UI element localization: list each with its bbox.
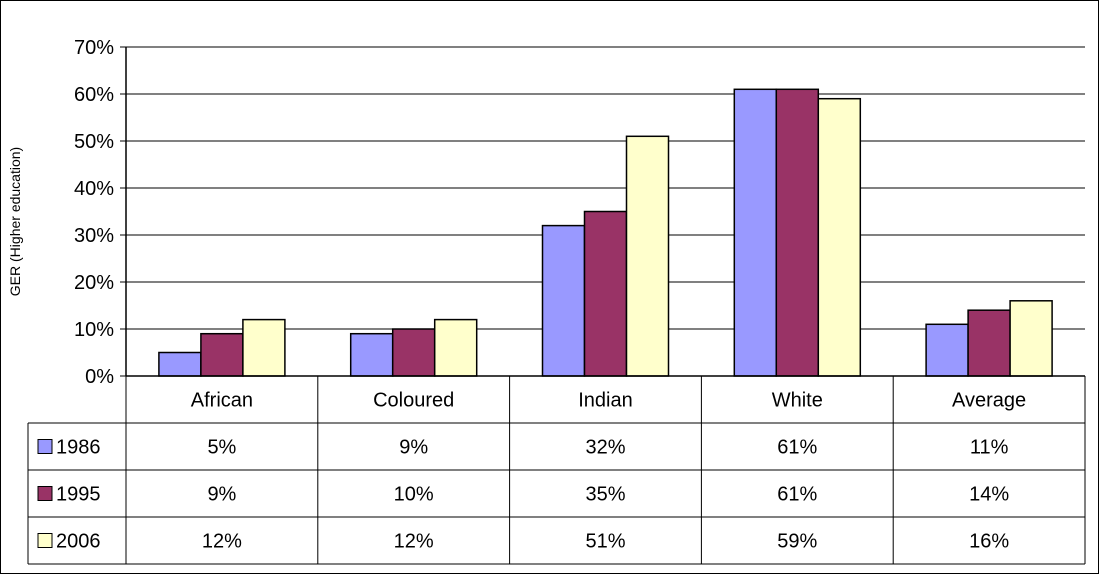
data-label: 12%	[394, 531, 434, 553]
bar-2006-average	[1009, 300, 1053, 377]
data-label: 16%	[969, 531, 1009, 553]
y-tick-label: 40%	[74, 178, 114, 200]
gridlines	[126, 46, 1085, 330]
bar-2006-coloured	[433, 318, 478, 377]
legend-swatch	[37, 486, 53, 501]
data-table: African Coloured Indian White Average 1986 5% 9…	[27, 376, 1086, 565]
x-tick-label: Average	[952, 390, 1026, 412]
data-label: 61%	[777, 484, 817, 506]
data-label: 9%	[207, 484, 236, 506]
legend-entry: 1986	[56, 437, 101, 459]
legend-swatch	[37, 439, 53, 454]
bar-1995-average	[967, 309, 1011, 377]
data-label: 61%	[777, 437, 817, 459]
data-label: 12%	[202, 531, 242, 553]
bar-2006-african	[242, 318, 286, 377]
x-tick-label: Coloured	[373, 390, 454, 412]
y-tick-label: 10%	[74, 319, 114, 341]
y-tick-label: 60%	[74, 84, 114, 106]
axes	[125, 47, 1085, 377]
bar-1986-african	[158, 351, 202, 377]
data-label: 10%	[394, 484, 434, 506]
data-label: 9%	[399, 437, 428, 459]
bar-1995-indian	[583, 210, 628, 377]
y-tick-label: 0%	[85, 366, 114, 388]
bar-1986-average	[925, 323, 969, 377]
legend-entry: 1995	[56, 484, 101, 506]
x-tick-label: Indian	[578, 390, 633, 412]
y-tick-label: 70%	[74, 37, 114, 59]
legend-swatch	[37, 533, 53, 548]
y-axis-label: GER (Higher education)	[7, 147, 23, 296]
bar-1995-white	[775, 88, 820, 377]
bar-2006-white	[817, 97, 862, 377]
data-label: 51%	[585, 531, 625, 553]
data-label: 11%	[970, 437, 1009, 459]
y-tick-label: 50%	[74, 131, 114, 153]
data-label: 5%	[207, 437, 236, 459]
data-label: 14%	[969, 484, 1009, 506]
y-axis-ticks: 0% 10% 20% 30% 40% 50% 60% 70%	[74, 37, 126, 388]
bars	[158, 88, 1053, 377]
y-tick-label: 20%	[74, 272, 114, 294]
bar-1986-white	[733, 88, 778, 377]
y-tick-label: 30%	[74, 225, 114, 247]
data-label: 59%	[777, 531, 817, 553]
x-tick-label: African	[191, 390, 253, 412]
bar-1986-indian	[541, 224, 586, 377]
bar-2006-indian	[625, 135, 670, 377]
bar-1995-coloured	[391, 328, 436, 377]
data-label: 35%	[585, 484, 625, 506]
data-label: 32%	[585, 437, 625, 459]
legend-entry: 2006	[56, 531, 101, 553]
bar-1986-coloured	[349, 332, 394, 377]
x-tick-label: White	[772, 390, 823, 412]
bar-1995-african	[200, 332, 244, 377]
